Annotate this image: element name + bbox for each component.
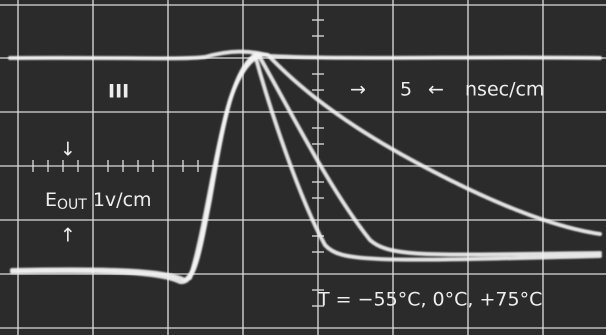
pulse-slow	[188, 52, 602, 280]
time-scale-value: 5	[400, 79, 412, 101]
panel-label: III	[108, 81, 129, 103]
output-scale: 1v/cm	[93, 189, 152, 211]
arrow-left: ←	[428, 79, 444, 101]
output-label: EOUT 1v/cm	[45, 189, 152, 214]
arrow-right: →	[350, 79, 366, 101]
arrow-up: ↑	[60, 225, 76, 247]
temperatures-label: T = −55°C, 0°C, +75°C	[317, 289, 542, 311]
traces	[8, 49, 602, 285]
time-scale-unit: nsec/cm	[465, 79, 544, 101]
arrow-down: ↓	[60, 139, 76, 161]
output-subscript: OUT	[57, 197, 87, 213]
output-symbol: E	[45, 189, 57, 211]
